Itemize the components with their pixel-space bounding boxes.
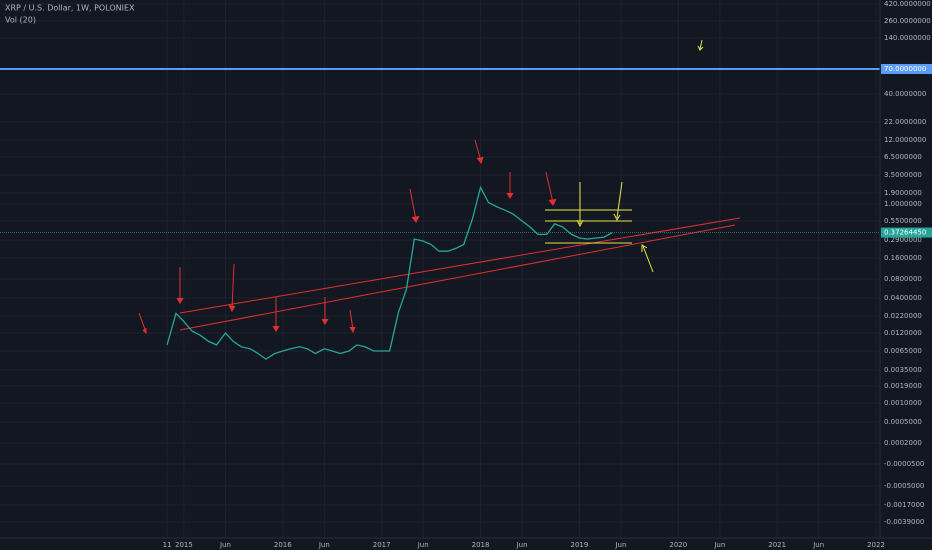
x-tick-label: 2015 — [175, 541, 193, 549]
x-tick-label: Jun — [812, 541, 824, 549]
x-tick-label: Jun — [713, 541, 725, 549]
y-tick-label: 1.0000000 — [884, 200, 922, 208]
y-tick-label: 0.1600000 — [884, 254, 922, 262]
y-tick-label: 0.0002000 — [884, 439, 922, 447]
y-tick-label: 1.9000000 — [884, 189, 922, 197]
y-tick-label: 0.0400000 — [884, 294, 922, 302]
x-tick-label: Jun — [219, 541, 231, 549]
x-tick-label: Jun — [318, 541, 330, 549]
x-tick-label: Jun — [516, 541, 528, 549]
y-tick-label: 22.0000000 — [884, 118, 926, 126]
y-tick-label: 420.0000000 — [884, 0, 931, 8]
y-tick-label: 0.0019000 — [884, 382, 922, 390]
grid — [0, 0, 880, 538]
last-price-label: 0.37264450 — [884, 229, 926, 237]
x-tick-label: 2018 — [472, 541, 490, 549]
y-tick-label: -0.0039000 — [884, 518, 924, 526]
y-tick-label: 0.0005000 — [884, 418, 922, 426]
indicator-label: Vol (20) — [5, 16, 36, 25]
y-tick-label: 0.5500000 — [884, 217, 922, 225]
y-tick-label: 0.0220000 — [884, 312, 922, 320]
y-tick-label: 40.0000000 — [884, 90, 926, 98]
y-tick-label: 140.0000000 — [884, 34, 931, 42]
y-tick-label: 0.0800000 — [884, 275, 922, 283]
y-tick-label: -0.0017000 — [884, 501, 924, 509]
chart-title: XRP / U.S. Dollar, 1W, POLONIEX — [5, 4, 135, 13]
y-tick-label: 6.5000000 — [884, 153, 922, 161]
y-tick-label: 12.0000000 — [884, 136, 926, 144]
x-tick-label: 2019 — [571, 541, 589, 549]
y-tick-label: -0.0005000 — [884, 482, 924, 490]
plot — [0, 67, 880, 360]
trendline — [179, 224, 736, 331]
x-tick-label: 2022 — [867, 541, 885, 549]
price-axis — [880, 0, 932, 550]
axes: 420.0000000 260.0000000 140.0000000 40.0000… — [163, 0, 932, 549]
y-tick-label: 260.0000000 — [884, 17, 931, 25]
y-tick-label: -0.0000500 — [884, 460, 924, 468]
annotations — [138, 39, 741, 335]
x-tick-label: 2021 — [768, 541, 786, 549]
price-line — [166, 185, 613, 360]
red-arrows — [138, 139, 557, 335]
x-tick-label: 2020 — [669, 541, 687, 549]
x-tick-label: 11 — [163, 541, 172, 549]
y-tick-label: 0.0120000 — [884, 329, 922, 337]
x-tick-label: Jun — [417, 541, 429, 549]
last-price-bg — [881, 227, 932, 238]
y-tick-label: 0.0065000 — [884, 347, 922, 355]
x-tick-label: 2016 — [274, 541, 292, 549]
yellow-arrows — [576, 39, 704, 273]
trendline — [179, 217, 741, 314]
y-tick-label: 3.5000000 — [884, 171, 922, 179]
horizontal-line-label-bg — [881, 63, 932, 74]
y-tick-label: 0.0035000 — [884, 366, 922, 374]
horizontal-line-label: 70.0000000 — [884, 65, 926, 73]
y-tick-label: 0.2900000 — [884, 236, 922, 244]
y-tick-label: 0.0010000 — [884, 399, 922, 407]
x-tick-label: 2017 — [373, 541, 391, 549]
x-tick-label: Jun — [614, 541, 626, 549]
